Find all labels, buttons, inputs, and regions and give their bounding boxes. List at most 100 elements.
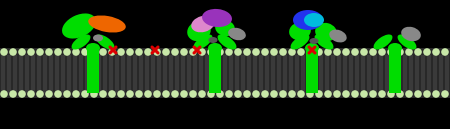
- Ellipse shape: [401, 27, 421, 41]
- Circle shape: [54, 90, 62, 98]
- Bar: [235, 75, 239, 93]
- Bar: [379, 75, 383, 93]
- Circle shape: [162, 90, 170, 98]
- Bar: [289, 75, 293, 93]
- Circle shape: [144, 90, 152, 98]
- Bar: [331, 55, 335, 76]
- Circle shape: [162, 48, 170, 56]
- Bar: [307, 75, 311, 93]
- Ellipse shape: [208, 43, 222, 53]
- Bar: [73, 75, 77, 93]
- Bar: [313, 75, 317, 93]
- Circle shape: [234, 90, 242, 98]
- Bar: [217, 55, 221, 76]
- Bar: [445, 75, 449, 93]
- Bar: [427, 75, 431, 93]
- Circle shape: [45, 90, 53, 98]
- Bar: [295, 75, 299, 93]
- Ellipse shape: [191, 16, 215, 32]
- Bar: [139, 75, 143, 93]
- Bar: [133, 55, 137, 76]
- Circle shape: [324, 48, 332, 56]
- Bar: [331, 75, 335, 93]
- Circle shape: [342, 90, 350, 98]
- Ellipse shape: [194, 34, 212, 50]
- Bar: [271, 55, 275, 76]
- Circle shape: [369, 90, 377, 98]
- Circle shape: [153, 90, 161, 98]
- Circle shape: [117, 48, 125, 56]
- Bar: [229, 55, 233, 76]
- Bar: [301, 55, 305, 76]
- Circle shape: [279, 48, 287, 56]
- Circle shape: [90, 48, 98, 56]
- Bar: [241, 75, 245, 93]
- Circle shape: [126, 90, 134, 98]
- Circle shape: [153, 48, 161, 56]
- Circle shape: [306, 48, 314, 56]
- Circle shape: [99, 90, 107, 98]
- Bar: [157, 75, 161, 93]
- Ellipse shape: [397, 34, 416, 50]
- Bar: [175, 55, 179, 76]
- Circle shape: [171, 48, 179, 56]
- Circle shape: [90, 90, 98, 98]
- Bar: [181, 75, 185, 93]
- Circle shape: [18, 48, 26, 56]
- Circle shape: [27, 48, 35, 56]
- Bar: [283, 55, 287, 76]
- Bar: [169, 75, 173, 93]
- Bar: [103, 75, 107, 93]
- Ellipse shape: [293, 10, 323, 30]
- Bar: [31, 75, 35, 93]
- Bar: [157, 55, 161, 76]
- Circle shape: [351, 48, 359, 56]
- Circle shape: [180, 90, 188, 98]
- Bar: [433, 55, 437, 76]
- Circle shape: [387, 90, 395, 98]
- Bar: [421, 55, 425, 76]
- Circle shape: [252, 48, 260, 56]
- Bar: [277, 55, 281, 76]
- Bar: [193, 55, 197, 76]
- Circle shape: [261, 90, 269, 98]
- Bar: [211, 55, 215, 76]
- Circle shape: [279, 90, 287, 98]
- Circle shape: [396, 90, 404, 98]
- Circle shape: [180, 48, 188, 56]
- Bar: [133, 75, 137, 93]
- Bar: [209, 48, 221, 93]
- Ellipse shape: [304, 13, 324, 27]
- Bar: [223, 55, 227, 76]
- Bar: [127, 75, 131, 93]
- Bar: [271, 75, 275, 93]
- Bar: [19, 55, 23, 76]
- Bar: [87, 48, 99, 93]
- Ellipse shape: [289, 22, 311, 40]
- Circle shape: [27, 90, 35, 98]
- Bar: [217, 75, 221, 93]
- Bar: [13, 55, 17, 76]
- Circle shape: [252, 90, 260, 98]
- Bar: [187, 55, 191, 76]
- Bar: [265, 55, 269, 76]
- Circle shape: [216, 48, 224, 56]
- Circle shape: [63, 48, 71, 56]
- Circle shape: [297, 48, 305, 56]
- Bar: [409, 55, 413, 76]
- Bar: [325, 75, 329, 93]
- Circle shape: [342, 48, 350, 56]
- Circle shape: [288, 48, 296, 56]
- Bar: [421, 75, 425, 93]
- Circle shape: [108, 90, 116, 98]
- Ellipse shape: [305, 43, 319, 53]
- Circle shape: [441, 90, 449, 98]
- Bar: [247, 55, 251, 76]
- Circle shape: [72, 90, 80, 98]
- Bar: [259, 75, 263, 93]
- Circle shape: [207, 90, 215, 98]
- Circle shape: [414, 48, 422, 56]
- Circle shape: [405, 48, 413, 56]
- Bar: [115, 75, 119, 93]
- Bar: [151, 55, 155, 76]
